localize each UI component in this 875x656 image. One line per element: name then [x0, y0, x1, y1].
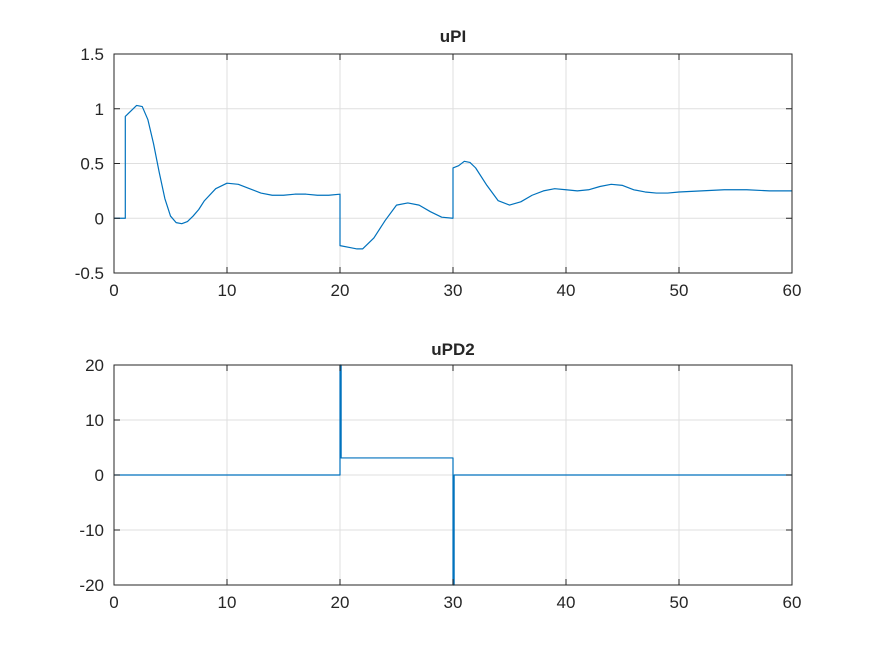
plot-upd2-x-tick-label-0: 0 [109, 593, 118, 612]
plot-upd2-y-tick-label-4: 20 [85, 356, 104, 375]
plot-upd2-title: uPD2 [431, 340, 474, 359]
plot-upi-y-tick-label-2: 0.5 [80, 155, 104, 174]
plot-upd2: 0 10 20 30 40 50 60 -20 -10 0 10 20 uPD2 [79, 340, 801, 612]
plot-upd2-x-tick-label-6: 60 [783, 593, 802, 612]
plot-upd2-y-tick-label-2: 0 [95, 466, 104, 485]
plot-upi-y-tick-label-4: 1.5 [80, 45, 104, 64]
plot-upi-y-tick-label-1: 0 [95, 209, 104, 228]
plot-upi-x-tick-label-5: 50 [670, 281, 689, 300]
plot-upd2-x-tick-label-3: 30 [444, 593, 463, 612]
plot-upi: 0 10 20 30 40 50 60 -0.5 0 0.5 1 1.5 uPI [75, 27, 802, 300]
plot-upd2-x-tick-label-5: 50 [670, 593, 689, 612]
plot-upd2-y-tick-label-1: -10 [79, 521, 104, 540]
plot-upi-y-tick-label-3: 1 [95, 100, 104, 119]
plot-upd2-y-tick-label-3: 10 [85, 411, 104, 430]
plot-upi-y-tick-label-0: -0.5 [75, 264, 104, 283]
plot-upi-x-tick-label-0: 0 [109, 281, 118, 300]
plot-upi-x-tick-label-4: 40 [557, 281, 576, 300]
plot-upi-title: uPI [440, 27, 466, 46]
plot-upi-x-tick-label-2: 20 [331, 281, 350, 300]
plot-upi-x-tick-label-1: 10 [218, 281, 237, 300]
plot-upd2-x-tick-label-2: 20 [331, 593, 350, 612]
plot-upd2-x-tick-label-1: 10 [218, 593, 237, 612]
plot-upi-ticks: 0 10 20 30 40 50 60 -0.5 0 0.5 1 1.5 [75, 45, 802, 300]
plot-upd2-y-tick-label-0: -20 [79, 576, 104, 595]
plot-upd2-ticks: 0 10 20 30 40 50 60 -20 -10 0 10 20 [79, 356, 801, 612]
plot-upi-x-tick-label-3: 30 [444, 281, 463, 300]
plot-upd2-series [114, 364, 792, 586]
plot-upd2-x-tick-label-4: 40 [557, 593, 576, 612]
plot-upi-series-line-0 [114, 104, 792, 250]
plot-upi-series [114, 104, 792, 250]
plot-upi-x-tick-label-6: 60 [783, 281, 802, 300]
plot-upd2-series-line-0 [114, 364, 792, 586]
